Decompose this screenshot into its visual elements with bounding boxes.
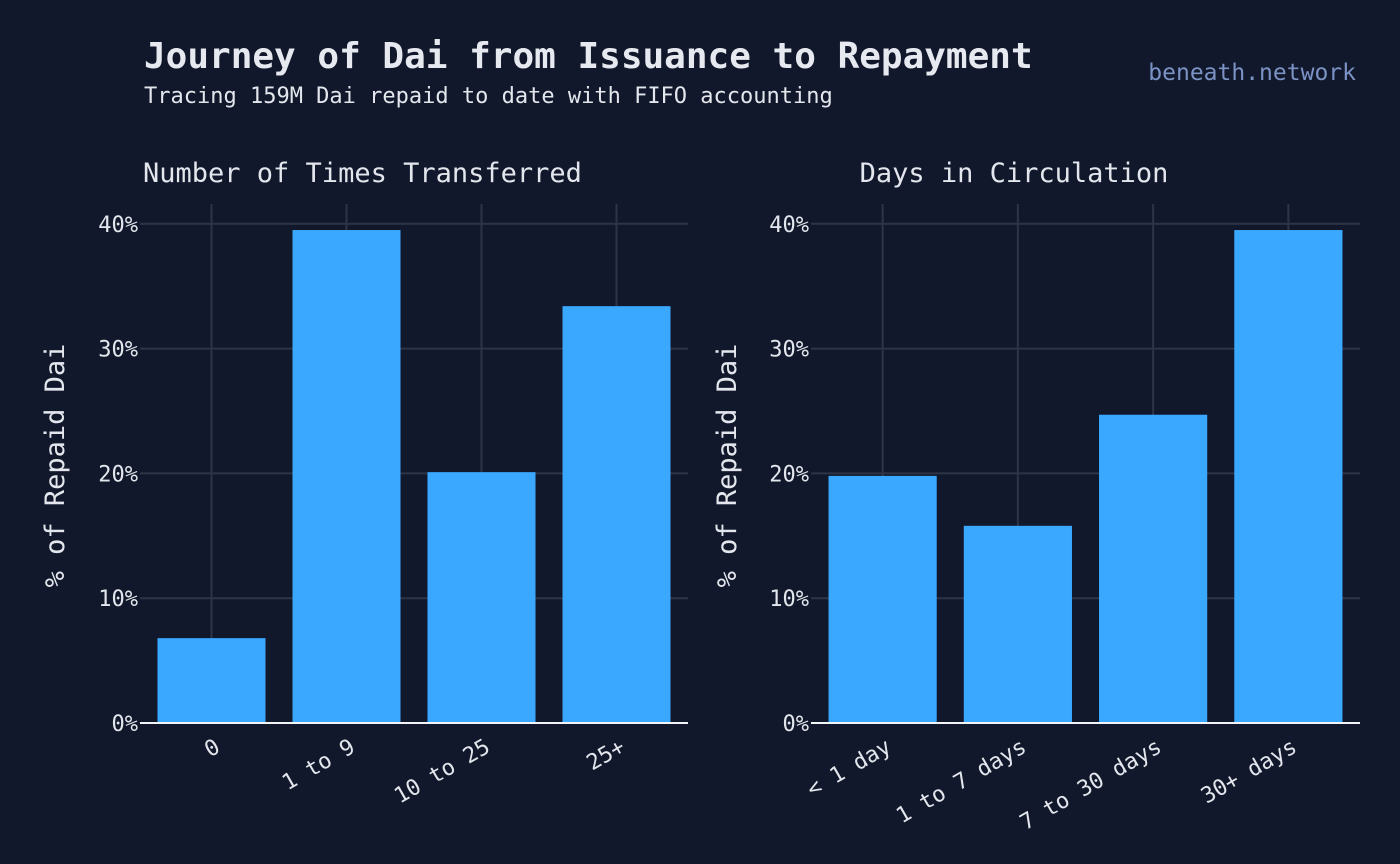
chart-2-ytick-label: 10% [769,587,809,612]
chart-1-ytick-label: 40% [98,213,138,238]
chart-1-bar[interactable] [427,472,536,723]
chart-1-ytick-label: 0% [112,712,139,737]
chart-2-xtick-label: < 1 day [803,735,896,803]
chart-2-xtick-label: 7 to 30 days [1016,735,1166,836]
chart-subtitle: Tracing 159M Dai repaid to date with FIF… [144,84,833,109]
chart-1-xtick-label: 1 to 9 [278,735,359,796]
chart-2-ytick-label: 20% [769,462,809,487]
chart-2-ytick-label: 0% [783,712,810,737]
chart-1-xtick-label: 25+ [583,735,630,777]
chart-1-ytick-label: 30% [98,338,138,363]
chart-1-ytick-label: 10% [98,587,138,612]
chart-1-bar[interactable] [562,306,671,723]
chart-2-bar[interactable] [828,475,937,723]
chart-1-xtick-label: 0 [201,735,225,763]
chart-2-xtick-label: 30+ days [1197,735,1301,810]
chart-2-ytick-label: 40% [769,213,809,238]
chart-1-title: Number of Times Transferred [143,158,582,189]
chart-1-bar[interactable] [157,638,266,723]
chart-2-ylabel: % of Repaid Dai [712,344,743,588]
chart-1-ylabel: % of Repaid Dai [40,344,71,588]
chart-1-bar[interactable] [292,230,401,724]
chart-title: Journey of Dai from Issuance to Repaymen… [144,36,1033,77]
chart-2-xtick-label: 1 to 7 days [892,735,1031,830]
chart-1-ytick-label: 20% [98,462,138,487]
brand-link[interactable]: beneath.network [1148,60,1356,86]
chart-2-title: Days in Circulation [860,158,1169,189]
chart-2-bar[interactable] [963,525,1072,723]
chart-2-ytick-label: 30% [769,338,809,363]
chart-2-bar[interactable] [1099,414,1208,723]
chart-2-bar[interactable] [1234,230,1343,724]
chart-1-xtick-label: 10 to 25 [390,735,494,810]
